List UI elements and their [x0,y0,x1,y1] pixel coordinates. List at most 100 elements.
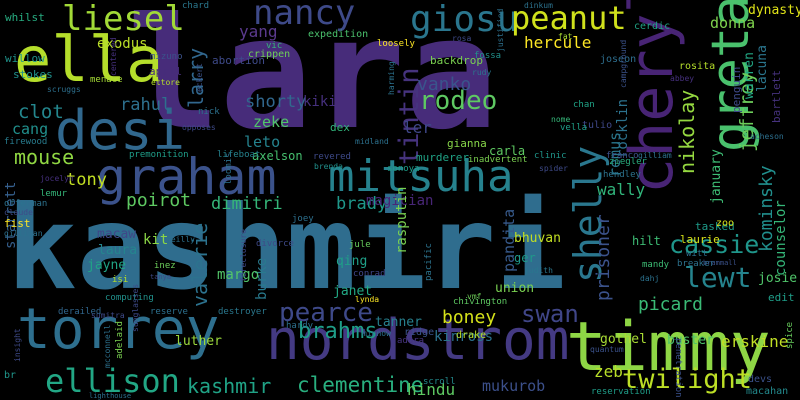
word: cerdic [634,21,671,32]
word: dahj [640,274,660,283]
word: lynda [355,295,380,304]
word: rosa [452,34,472,43]
word: premonition [129,150,189,160]
word: hendley [603,170,641,180]
word: mizuno [150,52,183,62]
word: clementine [297,373,424,397]
word: eckert [195,63,204,92]
word: brammall [703,259,737,267]
word: nikolay [675,89,699,174]
word: buster [667,333,714,348]
word: january [709,149,724,204]
word: vmf [467,292,482,301]
word: tulio [582,120,613,131]
word: torrey [17,297,220,362]
word: ziegler [609,157,647,167]
word: ellison [45,362,180,400]
word: tony [66,170,107,190]
word: drake [456,330,487,341]
word: union [495,281,535,296]
word: menace [90,75,123,85]
word: isi [112,275,129,285]
word: clinic [534,151,567,161]
word: conrad [353,269,386,279]
word: spice [785,321,795,349]
word: franco [606,151,639,161]
word: quantum [590,345,624,354]
word: carla [489,144,526,158]
word: mitsuha [328,151,514,202]
word: revered [313,152,351,162]
word: expedition [308,29,369,40]
word: macaw [97,227,137,242]
word: ella [14,23,164,96]
word: pacific [424,243,434,281]
word: kit [143,232,169,248]
word: ridge [404,327,435,338]
word: lighthouse [89,392,132,400]
word: fat [558,32,573,41]
word: yang [239,22,278,41]
word: divorce [256,239,294,249]
word: scruggs [47,85,81,94]
word: kinross [434,329,494,345]
word: josie [758,271,798,286]
word: inadvertent [468,155,528,165]
word: dynasty [748,3,800,18]
word: chan [573,100,595,110]
word: ler [403,118,432,137]
word: nome [551,115,571,124]
word: vanko [417,74,472,95]
word: zoo [716,218,735,229]
word: nancy [253,0,356,33]
word: backdrop [430,54,483,67]
word: hindu [407,380,456,399]
word: breaker [677,259,715,269]
word: laura [98,243,138,258]
word: edit [768,291,795,304]
word: ettore [151,78,180,87]
word: reserve [150,307,188,317]
word: tanya [150,273,172,281]
word: penguin [730,66,743,113]
word: giosu [410,0,519,40]
word: donna [710,14,756,32]
word: ger [514,251,536,265]
word: pearce [279,298,373,328]
word: sonoya [387,164,420,174]
word: peanut [511,0,627,37]
word: exodus [97,36,148,52]
word: prisoner [593,214,614,301]
word: acheson [750,132,784,141]
word: dimitri [211,194,283,214]
word: swan [521,300,579,328]
word: margo [217,267,260,283]
word: inez [154,261,176,271]
word: jocelyn [40,174,74,183]
word: rocklin [615,98,631,158]
word: hilt [632,234,661,248]
word: janet [333,284,373,299]
word: kashmir [187,374,272,398]
word: br [4,370,17,381]
word: mcconnell [103,324,112,368]
word: vic [266,41,283,51]
word: whilst [5,11,45,24]
word: minnow [362,329,391,338]
word: claude [4,208,33,217]
word: opposes [182,123,216,132]
word: hercule [524,33,592,52]
word: luther [175,334,222,349]
word: campground [619,39,628,88]
word: jule [349,240,371,250]
word: joey [292,214,314,224]
word: april [149,65,183,78]
word: judith [524,266,553,275]
word: poirot [126,190,192,211]
word: gianna [447,137,487,150]
word: gothel [600,332,647,347]
word: mandy [642,260,670,270]
word: crippen [248,49,291,60]
word: zeke [253,113,290,131]
